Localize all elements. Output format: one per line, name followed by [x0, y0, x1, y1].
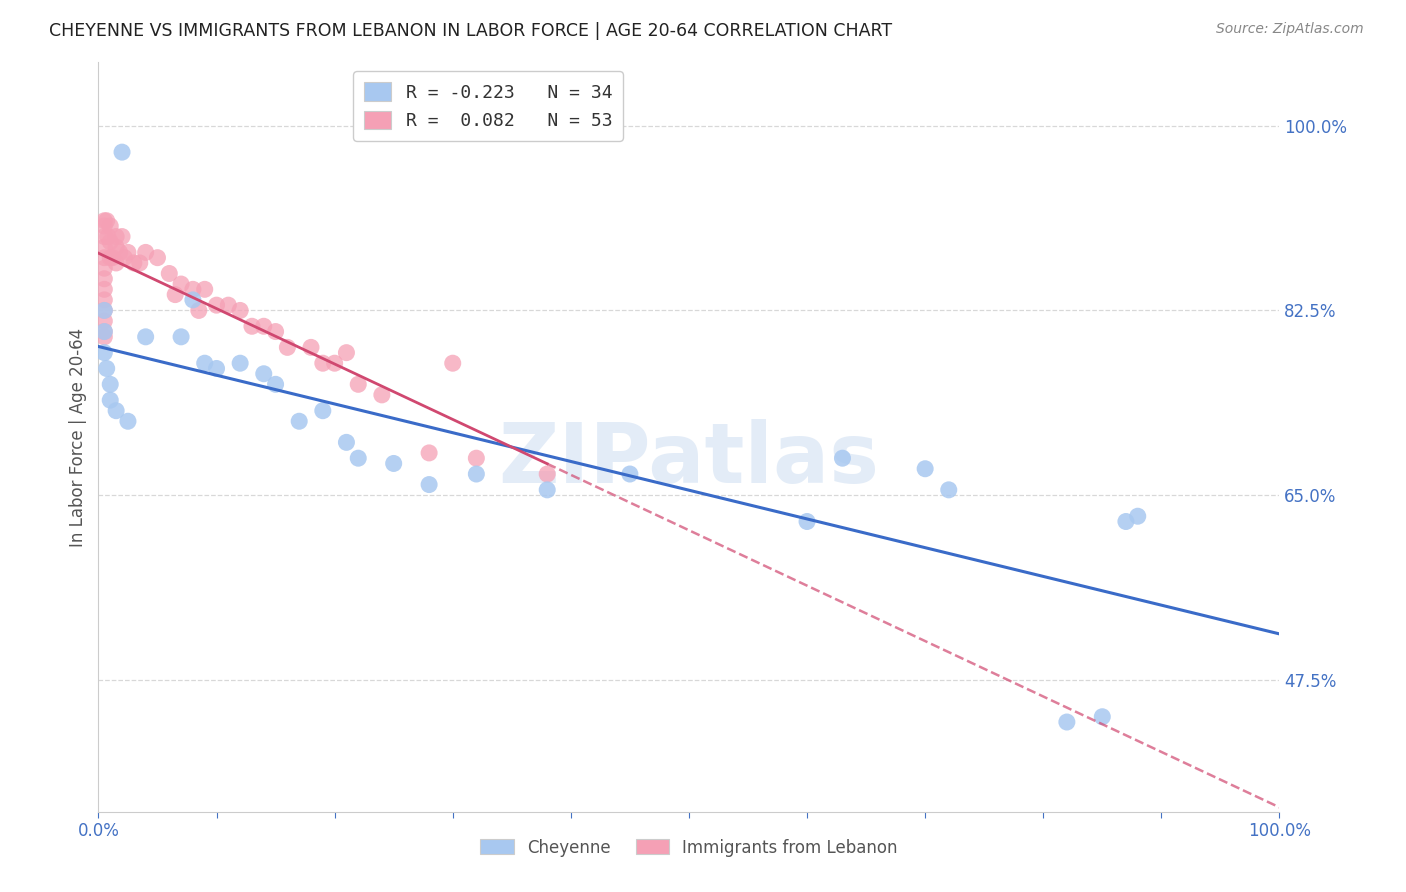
- Point: [1126, 509, 1149, 524]
- Point: [128, 256, 150, 270]
- Point: [371, 388, 394, 402]
- Point: [347, 377, 370, 392]
- Point: [108, 245, 131, 260]
- Point: [288, 414, 311, 428]
- Point: [93, 229, 115, 244]
- Legend: Cheyenne, Immigrants from Lebanon: Cheyenne, Immigrants from Lebanon: [474, 832, 904, 863]
- Point: [105, 240, 128, 254]
- Point: [229, 303, 252, 318]
- Point: [93, 303, 115, 318]
- Text: ZIPatlas: ZIPatlas: [499, 419, 879, 500]
- Point: [117, 245, 139, 260]
- Point: [146, 251, 169, 265]
- Point: [465, 467, 488, 481]
- Point: [93, 219, 115, 233]
- Point: [157, 267, 180, 281]
- Point: [194, 282, 217, 296]
- Point: [323, 356, 346, 370]
- Point: [1056, 714, 1078, 729]
- Point: [93, 330, 115, 344]
- Point: [181, 293, 204, 307]
- Point: [205, 298, 228, 312]
- Y-axis label: In Labor Force | Age 20-64: In Labor Force | Age 20-64: [69, 327, 87, 547]
- Point: [93, 251, 115, 265]
- Text: Source: ZipAtlas.com: Source: ZipAtlas.com: [1216, 22, 1364, 37]
- Point: [619, 467, 641, 481]
- Point: [170, 277, 193, 291]
- Point: [93, 314, 115, 328]
- Point: [122, 256, 145, 270]
- Point: [181, 282, 204, 296]
- Point: [536, 467, 558, 481]
- Point: [536, 483, 558, 497]
- Point: [105, 403, 128, 417]
- Point: [831, 451, 853, 466]
- Point: [93, 282, 115, 296]
- Point: [312, 403, 335, 417]
- Point: [98, 251, 121, 265]
- Point: [441, 356, 464, 370]
- Point: [253, 367, 276, 381]
- Point: [165, 287, 187, 301]
- Point: [1091, 710, 1114, 724]
- Point: [187, 303, 209, 318]
- Point: [240, 319, 263, 334]
- Point: [382, 457, 405, 471]
- Point: [264, 325, 287, 339]
- Point: [93, 325, 115, 339]
- Point: [194, 356, 217, 370]
- Point: [135, 245, 157, 260]
- Point: [97, 229, 120, 244]
- Point: [111, 229, 134, 244]
- Point: [98, 393, 121, 408]
- Point: [347, 451, 370, 466]
- Point: [418, 477, 440, 491]
- Point: [98, 377, 121, 392]
- Point: [253, 319, 276, 334]
- Point: [93, 303, 115, 318]
- Point: [93, 293, 115, 307]
- Point: [93, 272, 115, 286]
- Point: [312, 356, 335, 370]
- Point: [276, 340, 298, 354]
- Point: [335, 435, 357, 450]
- Point: [335, 345, 357, 359]
- Point: [229, 356, 252, 370]
- Point: [105, 229, 128, 244]
- Point: [101, 251, 124, 265]
- Point: [98, 235, 121, 249]
- Point: [111, 145, 134, 160]
- Point: [217, 298, 239, 312]
- Point: [1115, 515, 1137, 529]
- Point: [93, 240, 115, 254]
- Point: [98, 219, 121, 233]
- Point: [299, 340, 322, 354]
- Point: [93, 325, 115, 339]
- Point: [105, 256, 128, 270]
- Point: [135, 330, 157, 344]
- Point: [117, 414, 139, 428]
- Point: [465, 451, 488, 466]
- Point: [96, 213, 118, 227]
- Point: [96, 361, 118, 376]
- Point: [914, 461, 936, 475]
- Text: CHEYENNE VS IMMIGRANTS FROM LEBANON IN LABOR FORCE | AGE 20-64 CORRELATION CHART: CHEYENNE VS IMMIGRANTS FROM LEBANON IN L…: [49, 22, 893, 40]
- Point: [170, 330, 193, 344]
- Point: [938, 483, 960, 497]
- Point: [93, 213, 115, 227]
- Point: [418, 446, 440, 460]
- Point: [112, 251, 135, 265]
- Point: [205, 361, 228, 376]
- Point: [93, 261, 115, 276]
- Point: [264, 377, 287, 392]
- Point: [796, 515, 818, 529]
- Point: [93, 345, 115, 359]
